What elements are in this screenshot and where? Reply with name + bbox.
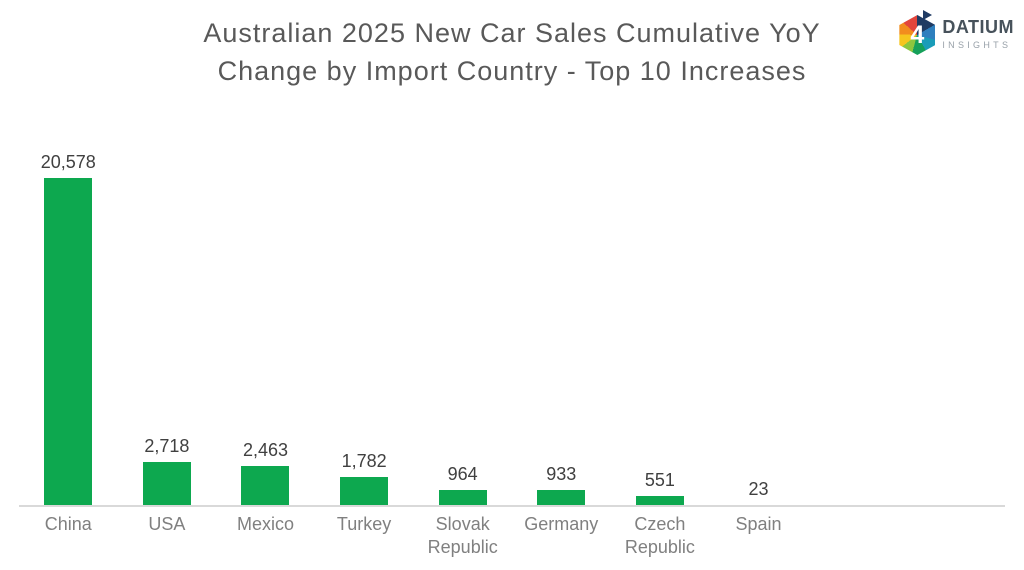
logo-name: DATIUM bbox=[942, 16, 1014, 37]
bar-slot-slovak-republic: 964 bbox=[413, 0, 512, 505]
category-label-china: China bbox=[44, 514, 92, 534]
bar-slovak-republic bbox=[438, 490, 487, 505]
category-label-usa: USA bbox=[148, 514, 186, 534]
bar-slot-china: 20,578 bbox=[19, 0, 118, 505]
value-label-slovak-republic: 964 bbox=[447, 464, 478, 484]
bar-germany bbox=[537, 490, 586, 505]
bar-slot-usa: 2,718 bbox=[118, 0, 217, 505]
bar-mexico bbox=[241, 466, 290, 505]
logo-subtitle: INSIGHTS bbox=[942, 39, 1012, 50]
value-label-mexico: 2,463 bbox=[242, 440, 288, 460]
category-label-czech-republic: Czech Republic bbox=[624, 514, 695, 557]
chart-title-line1: Australian 2025 New Car Sales Cumulative… bbox=[203, 18, 821, 48]
value-label-czech-republic: 551 bbox=[644, 470, 675, 490]
bar-czech-republic bbox=[635, 496, 684, 505]
bar-turkey bbox=[340, 477, 389, 505]
chart-title: Australian 2025 New Car Sales Cumulative… bbox=[0, 14, 1024, 90]
category-label-mexico: Mexico bbox=[236, 514, 294, 534]
bar-china bbox=[44, 178, 93, 505]
value-label-spain: 23 bbox=[748, 479, 769, 499]
category-label-germany: Germany bbox=[524, 514, 599, 534]
datium-hexagon-icon: 4 bbox=[899, 10, 937, 56]
bar-slot-mexico: 2,463 bbox=[216, 0, 315, 505]
value-label-usa: 2,718 bbox=[144, 436, 190, 456]
bar-slot-turkey: 1,782 bbox=[315, 0, 414, 505]
bar-slot-germany: 933 bbox=[512, 0, 611, 505]
value-label-china: 20,578 bbox=[40, 152, 96, 172]
logo-numeral-4: 4 bbox=[910, 21, 925, 49]
category-label-turkey: Turkey bbox=[336, 514, 392, 534]
datium-insights-logo: 4 DATIUM INSIGHTS bbox=[899, 10, 1014, 56]
category-label-slovak-republic: Slovak Republic bbox=[427, 514, 498, 557]
value-label-turkey: 1,782 bbox=[341, 451, 387, 471]
category-label-spain: Spain bbox=[735, 514, 782, 534]
bar-slot-czech-republic: 551 bbox=[611, 0, 710, 505]
logo-pennant-icon bbox=[923, 10, 933, 20]
bar-usa bbox=[142, 462, 191, 505]
bar-slot-spain: 23 bbox=[709, 0, 808, 505]
chart-title-line2: Change by Import Country - Top 10 Increa… bbox=[217, 56, 807, 86]
value-label-germany: 933 bbox=[546, 464, 577, 484]
x-axis-line bbox=[19, 505, 1005, 507]
logo-text: DATIUM INSIGHTS bbox=[942, 17, 1014, 50]
